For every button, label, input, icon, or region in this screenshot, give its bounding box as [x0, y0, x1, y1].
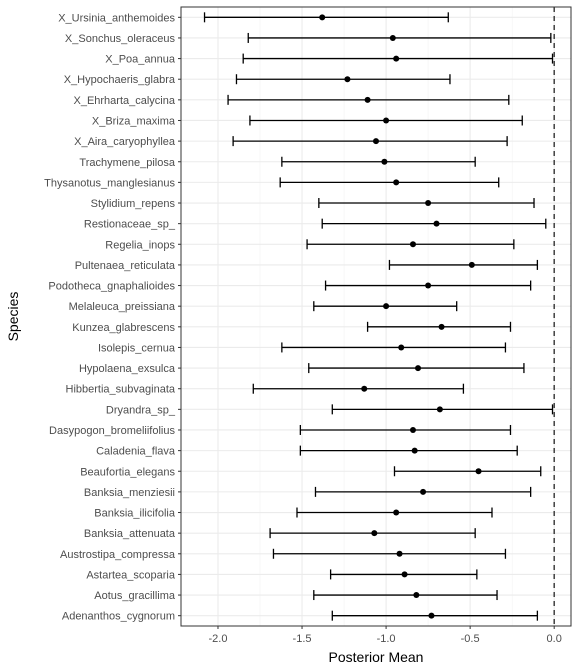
mean-point — [433, 220, 440, 227]
y-tick-label: Banksia_attenuata — [84, 528, 176, 540]
y-tick-label: Regelia_inops — [105, 239, 175, 251]
mean-point — [361, 385, 368, 392]
y-tick-label: Dryandra_sp_ — [106, 404, 176, 416]
y-tick-label: Podotheca_gnaphalioides — [48, 281, 175, 293]
x-tick-label: -2.0 — [208, 633, 227, 645]
y-tick-label: Aotus_gracillima — [94, 590, 176, 602]
mean-point — [393, 179, 400, 186]
y-axis-title: Species — [5, 292, 21, 342]
y-tick-label: Banksia_ilicifolia — [94, 508, 176, 520]
x-tick-label: -0.5 — [461, 633, 480, 645]
error-bar — [281, 342, 507, 353]
mean-point — [383, 303, 390, 310]
y-tick-label: Banksia_menziesii — [84, 487, 175, 499]
error-bar — [279, 177, 500, 188]
mean-point — [396, 550, 403, 557]
mean-point — [393, 55, 400, 62]
mean-point — [436, 406, 443, 413]
mean-point — [420, 488, 427, 495]
y-tick-label: X_Ursinia_anthemoides — [58, 12, 175, 24]
y-tick-label: Dasypogon_bromeliifolius — [49, 425, 175, 437]
y-tick-label: Trachymene_pilosa — [79, 157, 175, 169]
y-tick-label: Astartea_scoparia — [86, 569, 176, 581]
mean-point — [413, 592, 420, 599]
y-tick-label: Stylidium_repens — [91, 198, 176, 210]
y-tick-label: Hypolaena_exsulca — [79, 363, 176, 375]
error-bar — [252, 383, 465, 394]
y-tick-label: X_Briza_maxima — [92, 115, 176, 127]
x-tick-label: -1.5 — [293, 633, 312, 645]
error-bar — [299, 445, 518, 456]
mean-point — [373, 138, 379, 145]
mean-point — [393, 509, 400, 516]
y-tick-label: Pultenaea_reticulata — [75, 260, 176, 272]
mean-point — [401, 571, 408, 578]
x-axis: -2.0 -1.5 -1.0 -0.5 0.0 — [208, 626, 562, 645]
y-tick-label: X_Sonchus_oleraceus — [65, 33, 176, 45]
y-tick-label: Beaufortia_elegans — [80, 466, 175, 478]
error-bar — [247, 32, 552, 43]
mean-point — [425, 200, 432, 207]
mean-point — [468, 261, 475, 268]
error-bar — [313, 590, 498, 601]
mean-point — [383, 117, 390, 124]
y-tick-label: Melaleuca_preissiana — [69, 301, 176, 313]
panel-border — [180, 6, 572, 627]
mean-points — [319, 14, 482, 619]
grid — [181, 7, 571, 626]
y-tick-label: Restionaceae_sp_ — [84, 219, 176, 231]
y-tick-label: Kunzea_glabrescens — [72, 322, 175, 334]
mean-point — [411, 447, 418, 454]
error-bar — [388, 259, 539, 270]
error-bars — [203, 12, 554, 621]
mean-point — [344, 76, 351, 83]
mean-point — [428, 612, 435, 619]
y-tick-label: Thysanotus_manglesianus — [44, 177, 175, 189]
error-bar — [299, 424, 512, 435]
panel-background — [181, 7, 571, 626]
y-tick-label: Isolepis_cernua — [98, 342, 176, 354]
mean-point — [381, 158, 388, 165]
mean-point — [398, 344, 405, 351]
error-bar — [232, 136, 508, 147]
mean-point — [319, 14, 326, 21]
y-tick-label: X_Aira_caryophyllea — [74, 136, 176, 148]
y-tick-label: X_Poa_annua — [105, 54, 176, 66]
error-bar — [281, 156, 476, 167]
error-bar — [331, 610, 539, 621]
y-tick-label: Adenanthos_cygnorum — [62, 611, 175, 623]
y-tick-label: Caladenia_flava — [96, 446, 176, 458]
error-bar — [393, 466, 542, 477]
x-axis-title: Posterior Mean — [329, 649, 424, 665]
mean-point — [415, 365, 422, 372]
mean-point — [389, 34, 396, 41]
error-bar — [272, 548, 507, 559]
mean-point — [438, 323, 445, 330]
mean-point — [371, 530, 378, 537]
x-tick-label: 0.0 — [547, 633, 562, 645]
error-bar — [203, 12, 449, 23]
mean-point — [425, 282, 432, 289]
error-bar — [235, 74, 451, 85]
x-tick-label: -1.0 — [377, 633, 396, 645]
mean-point — [364, 96, 371, 103]
y-tick-label: Austrostipa_compressa — [60, 549, 176, 561]
y-tick-label: X_Ehrharta_calycina — [73, 95, 175, 107]
y-tick-label: Hibbertia_subvaginata — [66, 384, 176, 396]
y-tick-label: X_Hypochaeris_glabra — [64, 74, 176, 86]
mean-point — [409, 426, 416, 433]
mean-point — [409, 241, 416, 248]
mean-point — [475, 468, 482, 475]
y-axis: X_Ursinia_anthemoides X_Sonchus_oleraceus… — [44, 12, 181, 623]
